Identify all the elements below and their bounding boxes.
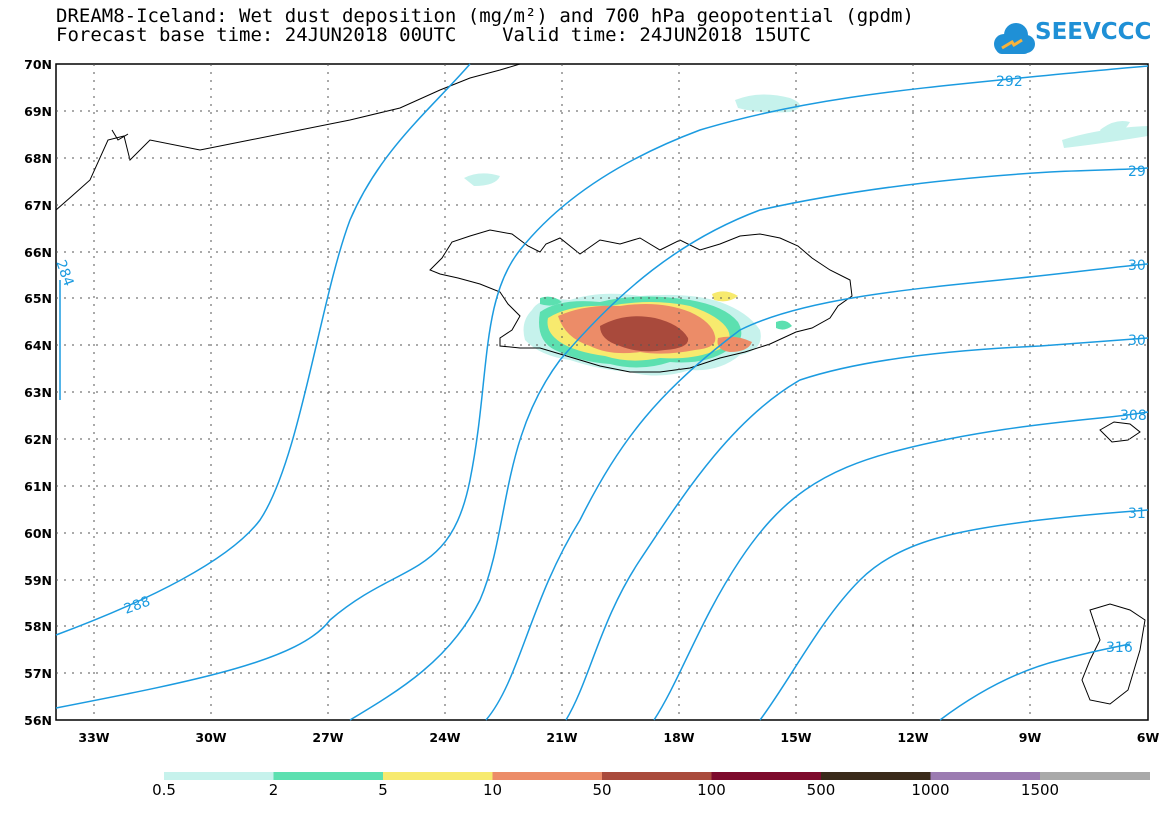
colorbar-swatch [492,772,603,780]
contour-label: 308 [1120,408,1147,424]
contour-label: 31 [1128,506,1146,522]
lat-label: 57N [24,666,52,681]
dust-deposition-field [464,94,1148,376]
lon-label: 24W [429,730,460,745]
colorbar [164,772,1150,780]
lon-label: 6W [1137,730,1160,745]
latitude-labels: 70N 69N 68N 67N 66N 65N 64N 63N 62N 61N … [24,57,52,728]
lon-label: 12W [897,730,928,745]
lat-label: 59N [24,573,52,588]
lat-label: 56N [24,713,52,728]
lat-label: 63N [24,385,52,400]
lon-label: 9W [1019,730,1042,745]
contour-label: 30 [1128,333,1146,349]
lon-label: 27W [312,730,343,745]
lat-label: 58N [24,619,52,634]
colorbar-swatch [273,772,384,780]
colorbar-swatch [930,772,1041,780]
lon-label: 18W [663,730,694,745]
contour-label: 30 [1128,258,1146,274]
logo-text: SEEVCCC [1035,19,1152,45]
lat-label: 62N [24,432,52,447]
map-title: DREAM8-Iceland: Wet dust deposition (mg/… [56,5,914,27]
lon-label: 33W [78,730,109,745]
lat-label: 69N [24,104,52,119]
lat-label: 66N [24,245,52,260]
colorbar-swatch [711,772,822,780]
lon-label: 15W [780,730,811,745]
colorbar-swatch [602,772,712,780]
contour-label: 288 [122,594,153,618]
colorbar-swatch [383,772,493,780]
coastlines [55,63,1146,705]
lat-label: 64N [24,338,52,353]
lat-label: 61N [24,479,52,494]
geopotential-contours [55,63,1149,721]
lat-label: 67N [24,198,52,213]
colorbar-swatch [1040,772,1150,780]
forecast-times: Forecast base time: 24JUN2018 00UTC Vali… [56,24,811,46]
longitude-labels: 33W 30W 27W 24W 21W 18W 15W 12W 9W 6W [78,730,1159,745]
lat-label: 68N [24,151,52,166]
colorbar-swatch [821,772,931,780]
lon-label: 21W [546,730,577,745]
cloud-icon [994,23,1035,54]
contour-label: 316 [1106,640,1133,656]
contour-label: 29 [1128,164,1146,180]
lat-label: 60N [24,526,52,541]
gridlines [56,64,1148,720]
lon-label: 30W [195,730,226,745]
colorbar-swatch [164,772,274,780]
lat-label: 70N [24,57,52,72]
contour-label: 292 [996,74,1023,90]
lat-label: 65N [24,291,52,306]
